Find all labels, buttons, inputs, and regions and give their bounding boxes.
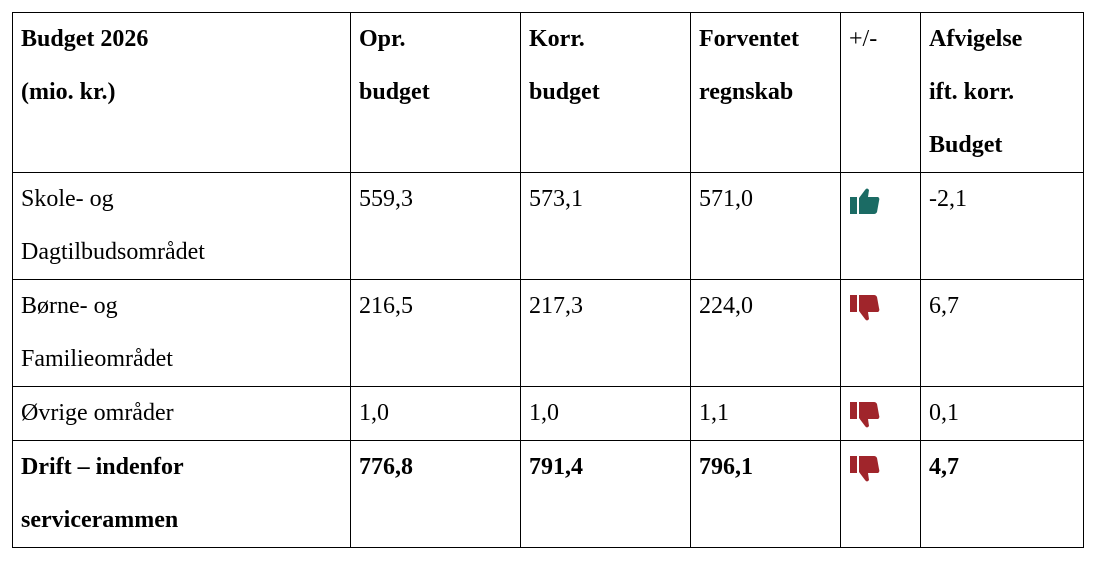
text: Drift – indenfor	[21, 454, 184, 480]
text: Øvrige områder	[21, 400, 174, 426]
cell	[840, 279, 921, 387]
cell: 224,0	[690, 279, 841, 387]
cell: 4,7	[920, 440, 1084, 548]
cell: 216,5	[350, 279, 521, 387]
cell: 0,1	[920, 386, 1084, 441]
text: Korr.	[529, 26, 585, 52]
header-cell: Opr. budget	[350, 12, 521, 173]
cell: 796,1	[690, 440, 841, 548]
cell	[840, 440, 921, 548]
cell	[840, 172, 921, 280]
text: (mio. kr.)	[21, 79, 116, 105]
thumbs-down-icon	[850, 456, 880, 482]
cell: 776,8	[350, 440, 521, 548]
text: servicerammen	[21, 507, 179, 533]
header-cell: +/-	[840, 12, 921, 173]
text: Budget	[929, 132, 1003, 158]
header-cell: Budget 2026 (mio. kr.)	[12, 12, 351, 173]
cell: 573,1	[520, 172, 691, 280]
header-cell: Afvigelse ift. korr. Budget	[920, 12, 1084, 173]
row: Skole- og Dagtilbudsområdet 559,3 573,1 5…	[12, 172, 1084, 280]
text: Børne- og	[21, 293, 118, 319]
text: Forventet	[699, 26, 799, 52]
cell: -2,1	[920, 172, 1084, 280]
text: Afvigelse	[929, 26, 1023, 52]
cell: 1,1	[690, 386, 841, 441]
text: Dagtilbudsområdet	[21, 239, 205, 265]
text: regnskab	[699, 79, 794, 105]
cell: Skole- og Dagtilbudsområdet	[12, 172, 351, 280]
cell: 1,0	[350, 386, 521, 441]
text: budget	[529, 79, 600, 105]
thumbs-down-icon	[850, 402, 880, 428]
text: Opr.	[359, 26, 406, 52]
cell: Børne- og Familieområdet	[12, 279, 351, 387]
row: Øvrige områder 1,0 1,0 1,1 0,1	[12, 386, 1084, 441]
cell: 6,7	[920, 279, 1084, 387]
thumbs-down-icon	[850, 295, 880, 321]
cell: 559,3	[350, 172, 521, 280]
cell	[840, 386, 921, 441]
text: Familieområdet	[21, 346, 173, 372]
text: +/-	[849, 26, 878, 52]
budget-table: Budget 2026 (mio. kr.) Opr. budget Korr. bu…	[12, 12, 1084, 548]
cell: Øvrige områder	[12, 386, 351, 441]
text: budget	[359, 79, 430, 105]
text: ift. korr.	[929, 79, 1015, 105]
header-cell: Korr. budget	[520, 12, 691, 173]
text: Skole- og	[21, 186, 114, 212]
header-cell: Forventet regnskab	[690, 12, 841, 173]
header-row: Budget 2026 (mio. kr.) Opr. budget Korr. bu…	[12, 12, 1084, 173]
row: Børne- og Familieområdet 216,5 217,3 224,…	[12, 279, 1084, 387]
thumbs-up-icon	[850, 188, 880, 214]
cell: Drift – indenfor servicerammen	[12, 440, 351, 548]
cell: 217,3	[520, 279, 691, 387]
total-row: Drift – indenfor servicerammen 776,8 791,…	[12, 440, 1084, 548]
cell: 1,0	[520, 386, 691, 441]
cell: 791,4	[520, 440, 691, 548]
text: Budget 2026	[21, 26, 149, 52]
cell: 571,0	[690, 172, 841, 280]
